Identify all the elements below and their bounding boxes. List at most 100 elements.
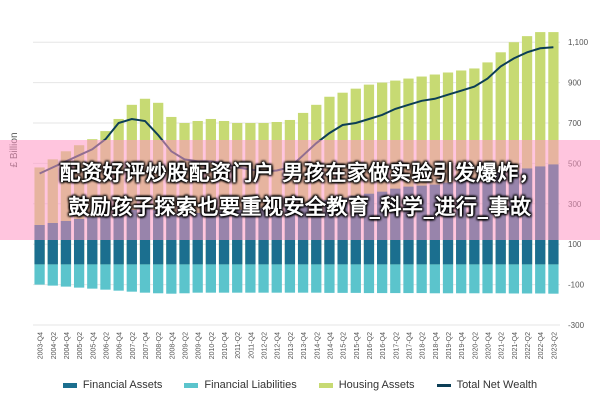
x-tick-label: 2010-Q2 <box>209 332 216 359</box>
banner-line-1: 配资好评炒股配资门户 男孩在家做实验引发爆炸， <box>59 161 541 185</box>
financial-asset-bar <box>60 220 72 265</box>
financial-asset-bar <box>34 225 45 265</box>
x-tick-label: 2017-Q4 <box>407 332 414 359</box>
legend-item-financial-liabilities: Financial Liabilities <box>184 379 297 391</box>
x-tick-label: 2018-Q2 <box>420 332 427 359</box>
x-tick-labels: 2003-Q4 2004-Q2 2004-Q4 2005-Q2 2005-Q4 2006-… <box>38 332 559 359</box>
overlay-banner: 配资好评炒股配资门户 男孩在家做实验引发爆炸， 鼓励孩子探索也要重视安全教育_科… <box>0 140 600 240</box>
financial-liability-bar <box>232 264 243 293</box>
y-tick-label: -100 <box>568 281 585 290</box>
financial-liability-bar <box>60 264 72 287</box>
financial-liability-bar <box>271 264 282 293</box>
financial-liability-bar <box>376 264 388 294</box>
x-tick-label: 2005-Q2 <box>77 332 84 359</box>
x-tick-label: 2008-Q4 <box>169 332 176 359</box>
y-tick-label: 700 <box>568 119 582 128</box>
legend-swatch <box>62 382 77 388</box>
x-tick-label: 2016-Q4 <box>380 332 387 359</box>
financial-liability-bar <box>482 264 493 294</box>
financial-liability-bar <box>337 264 348 293</box>
financial-liability-bar <box>205 264 217 293</box>
x-tick-label: 2006-Q2 <box>104 332 111 359</box>
financial-liabilities-bars <box>34 264 559 294</box>
y-tick-label: 100 <box>568 240 582 249</box>
x-tick-label: 2019-Q4 <box>459 332 466 359</box>
x-tick-label: 2007-Q2 <box>130 332 137 359</box>
financial-liability-bar <box>429 264 440 294</box>
financial-liability-bar <box>521 264 533 294</box>
financial-liability-bar <box>297 264 309 293</box>
y-tick-label: -300 <box>568 321 585 330</box>
x-tick-label: 2019-Q2 <box>446 332 453 359</box>
financial-asset-bar <box>87 216 98 265</box>
x-tick-label: 2018-Q4 <box>433 332 440 359</box>
financial-liability-bar <box>350 264 361 293</box>
legend-swatch <box>318 382 333 388</box>
x-tick-label: 2013-Q2 <box>288 332 295 359</box>
x-tick-label: 2020-Q2 <box>472 332 479 359</box>
x-tick-label: 2006-Q4 <box>117 332 124 359</box>
financial-liability-bar <box>126 264 137 292</box>
financial-liability-bar <box>166 264 177 294</box>
legend-label: Financial Assets <box>82 379 163 391</box>
x-tick-label: 2005-Q4 <box>90 332 97 359</box>
legend-label: Financial Liabilities <box>204 379 297 391</box>
legend: Financial Assets Financial Liabilities H… <box>0 376 600 394</box>
y-tick-label: 1,100 <box>568 38 589 47</box>
x-tick-label: 2008-Q2 <box>156 332 163 359</box>
financial-liability-bar <box>179 264 190 294</box>
financial-liability-bar <box>87 264 98 289</box>
financial-liability-bar <box>363 264 375 294</box>
financial-liability-bar <box>495 264 506 294</box>
legend-item-housing-assets: Housing Assets <box>318 379 415 391</box>
financial-liability-bar <box>403 264 414 294</box>
x-tick-label: 2021-Q2 <box>499 332 506 359</box>
x-tick-label: 2016-Q2 <box>367 332 374 359</box>
x-tick-label: 2003-Q4 <box>38 332 45 359</box>
legend-swatch <box>184 382 199 388</box>
financial-liability-bar <box>258 264 269 293</box>
x-tick-label: 2013-Q4 <box>301 332 308 359</box>
x-tick-label: 2014-Q2 <box>314 332 321 359</box>
y-tick-label: 900 <box>568 79 582 88</box>
x-tick-label: 2022-Q4 <box>538 332 545 359</box>
legend-item-total-net-wealth: Total Net Wealth <box>436 379 538 391</box>
financial-liability-bar <box>311 264 322 293</box>
legend-swatch <box>436 383 451 387</box>
x-tick-label: 2009-Q2 <box>183 332 190 359</box>
x-tick-label: 2015-Q2 <box>341 332 348 359</box>
financial-liability-bar <box>416 264 427 294</box>
x-tick-label: 2004-Q4 <box>64 332 71 359</box>
x-tick-label: 2020-Q4 <box>486 332 493 359</box>
financial-liability-bar <box>34 264 45 285</box>
financial-liability-bar <box>535 264 546 294</box>
financial-liability-bar <box>324 264 335 293</box>
x-tick-label: 2011-Q2 <box>235 332 242 359</box>
x-tick-label: 2007-Q4 <box>143 332 150 359</box>
x-tick-label: 2004-Q2 <box>51 332 58 359</box>
x-tick-label: 2023-Q2 <box>551 332 558 359</box>
x-tick-label: 2010-Q4 <box>222 332 229 359</box>
x-tick-label: 2022-Q2 <box>525 332 532 359</box>
financial-liability-bar <box>100 264 111 290</box>
financial-liability-bar <box>245 264 256 293</box>
x-tick-label: 2021-Q4 <box>512 332 519 359</box>
financial-liability-bar <box>284 264 296 293</box>
x-tick-label: 2017-Q2 <box>393 332 400 359</box>
legend-label: Housing Assets <box>338 379 415 391</box>
x-tick-label: 2011-Q4 <box>248 332 255 359</box>
financial-liability-bar <box>469 264 480 294</box>
x-tick-label: 2014-Q4 <box>327 332 334 359</box>
financial-liability-bar <box>153 264 164 294</box>
financial-liability-bar <box>390 264 401 294</box>
financial-asset-bar <box>47 222 58 265</box>
x-tick-label: 2012-Q2 <box>262 332 269 359</box>
legend-label: Total Net Wealth <box>456 379 538 391</box>
financial-liability-bar <box>113 264 124 291</box>
financial-asset-bar <box>73 218 85 265</box>
financial-liability-bar <box>442 264 454 294</box>
x-tick-label: 2015-Q4 <box>354 332 361 359</box>
x-tick-label: 2009-Q4 <box>196 332 203 359</box>
financial-liability-bar <box>47 264 58 286</box>
financial-liability-bar <box>548 264 559 294</box>
